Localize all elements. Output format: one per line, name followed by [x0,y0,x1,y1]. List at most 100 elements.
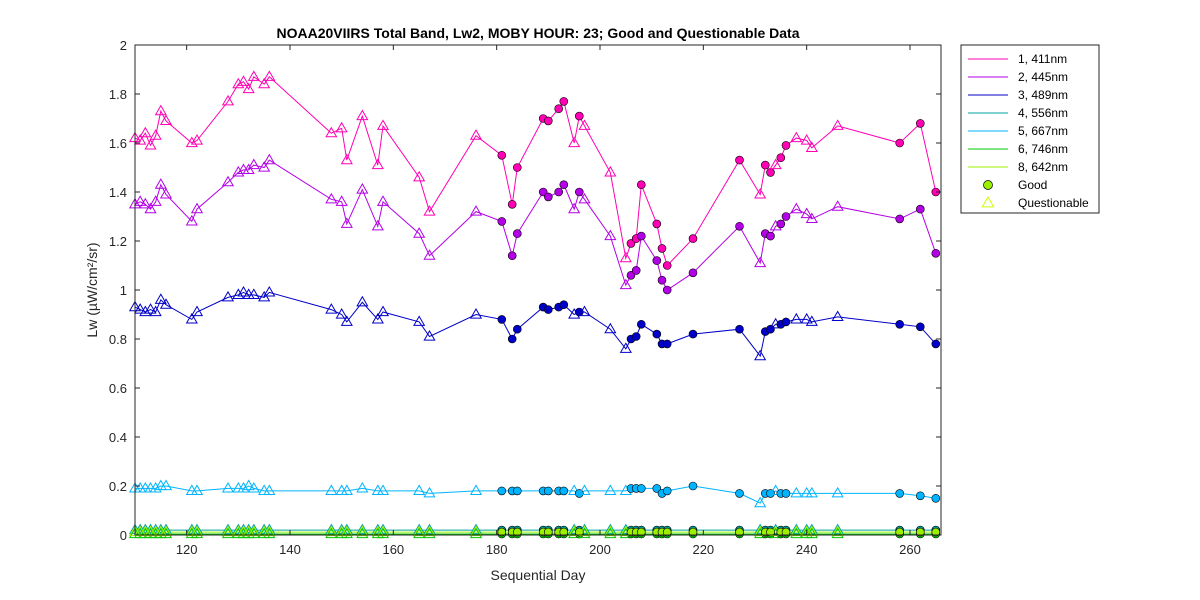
data-point-good [497,315,507,324]
data-point-questionable [247,523,260,535]
y-tick-label: 1.2 [109,234,127,249]
data-point-good [574,111,584,121]
data-point-good [688,481,698,491]
data-point-questionable [578,484,591,495]
legend-marker-questionable [981,195,995,208]
data-point-questionable [159,298,173,309]
data-point-good [781,527,791,537]
data-point-questionable [413,525,426,537]
data-point-questionable [423,486,436,498]
data-point-good [559,300,569,310]
data-point-questionable [805,141,818,152]
data-point-good [512,527,522,537]
data-point-good [766,324,775,334]
data-point-questionable [619,278,632,290]
data-point-questionable [221,175,235,187]
data-point-good [652,219,662,229]
legend-label: 1, 411nm [1018,52,1067,66]
data-point-good [636,484,646,493]
data-point-good [657,244,667,253]
data-point-good [895,138,905,148]
data-point-questionable [805,525,818,537]
data-point-good [776,153,786,162]
data-point-questionable [242,479,255,491]
y-tick-label: 0.6 [109,381,127,396]
marker-layer [128,70,941,539]
data-point-questionable [237,481,250,493]
data-point-questionable [356,481,369,493]
data-point-questionable [376,119,390,130]
data-point-questionable [356,109,369,121]
data-point-questionable [325,126,338,138]
data-point-good [631,266,641,275]
data-point-questionable [263,527,276,539]
data-point-questionable [258,160,271,172]
data-point-good [497,527,507,537]
data-point-questionable [805,527,818,539]
y-tick-label: 0.8 [109,332,127,347]
data-point-questionable [831,525,844,537]
data-point-questionable [619,251,632,263]
data-point-questionable [469,523,483,535]
y-tick-label: 2 [120,38,127,53]
legend-label: 4, 556nm [1018,106,1068,120]
data-point-good [895,489,905,498]
data-point-questionable [263,285,276,297]
y-tick-label: 1 [120,283,127,298]
data-point-questionable [423,525,436,537]
data-point-good [662,285,672,295]
data-point-good [652,329,662,339]
data-point-questionable [769,158,782,170]
data-point-questionable [159,187,173,199]
data-point-good [507,251,517,260]
data-point-good [735,527,744,537]
x-axis: 120 140 160 180 200 220 240 260 [176,45,921,557]
data-point-questionable [335,195,348,206]
data-point-good [766,231,775,241]
data-point-questionable [144,202,157,214]
data-point-questionable [247,527,260,539]
data-point-questionable [356,525,369,537]
legend-label: 3, 489nm [1018,88,1068,102]
data-point-good [636,180,646,189]
data-point-questionable [190,202,204,214]
data-point-questionable [159,479,173,491]
data-point-good [915,119,925,128]
data-point-questionable [831,486,844,498]
data-point-questionable [578,119,591,130]
data-point-questionable [831,119,844,130]
data-point-good [931,339,941,349]
data-point-questionable [154,178,167,189]
data-point-questionable [604,525,617,537]
legend-label: 8, 642nm [1018,160,1068,174]
data-point-questionable [413,484,426,495]
data-point-good [688,234,698,243]
data-point-questionable [221,523,235,535]
data-point-questionable [423,205,436,216]
data-point-questionable [604,322,617,334]
data-point-questionable [154,293,167,304]
data-point-questionable [185,214,198,226]
data-point-good [735,155,744,165]
data-point-good [497,486,507,496]
data-point-good [781,489,791,498]
data-point-questionable [335,307,348,319]
data-point-questionable [831,200,844,211]
data-point-questionable [790,312,803,324]
data-point-good [688,527,698,537]
data-point-questionable [604,527,617,539]
plot-area [135,45,941,535]
data-point-questionable [247,525,260,537]
data-point-good [543,116,553,126]
data-point-questionable [413,227,426,238]
data-point-questionable [578,192,591,204]
data-point-good [735,324,744,334]
data-point-good [512,324,522,334]
data-point-good [543,192,553,202]
data-point-questionable [469,527,483,539]
data-point-questionable [413,315,426,326]
data-point-questionable [356,527,369,539]
data-point-questionable [134,134,147,145]
data-point-questionable [134,195,147,206]
